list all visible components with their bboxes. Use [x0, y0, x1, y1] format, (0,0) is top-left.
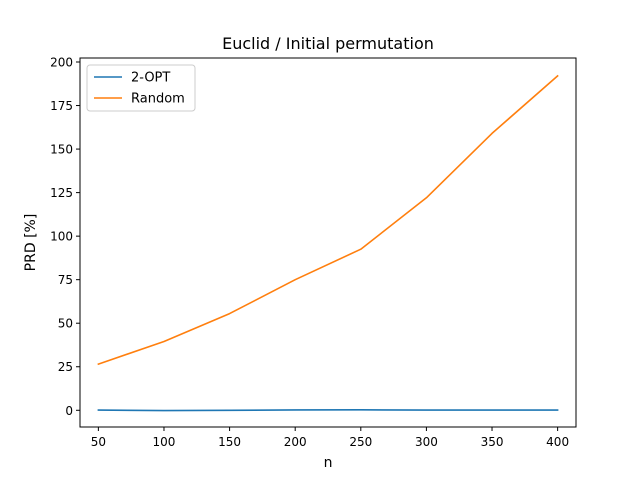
data-point — [557, 409, 559, 411]
y-tick-label: 50 — [58, 317, 73, 331]
data-point — [163, 410, 165, 412]
y-tick-label: 100 — [50, 230, 73, 244]
x-tick-label: 100 — [153, 435, 176, 449]
legend-label-0: 2-OPT — [131, 71, 170, 86]
data-point — [426, 197, 428, 199]
x-tick-label: 200 — [284, 435, 307, 449]
data-point — [557, 75, 559, 77]
data-point — [229, 409, 231, 411]
y-tick-label: 0 — [65, 404, 73, 418]
y-tick-label: 175 — [50, 99, 73, 113]
y-tick-label: 125 — [50, 186, 73, 200]
x-axis-ticks: 50 100 150 200 250 300 350 400 — [91, 427, 569, 449]
data-point — [491, 409, 493, 411]
x-axis-label: n — [324, 455, 333, 471]
y-tick-label: 25 — [58, 360, 73, 374]
x-tick-label: 300 — [415, 435, 438, 449]
y-axis-label: PRD [%] — [23, 214, 39, 272]
series-line-1 — [97, 74, 559, 366]
x-tick-label: 350 — [481, 435, 504, 449]
data-point — [98, 363, 100, 365]
data-point — [294, 279, 296, 281]
y-axis-ticks: 0 25 50 75 100 125 150 175 200 — [50, 56, 80, 418]
legend: 2-OPT Random — [86, 64, 196, 112]
y-tick-label: 150 — [50, 143, 73, 157]
y-tick-label: 200 — [50, 56, 73, 70]
data-point — [229, 313, 231, 315]
data-point — [294, 409, 296, 411]
y-tick-label: 75 — [58, 273, 73, 287]
series-line-0 — [97, 408, 559, 412]
x-tick-label: 150 — [218, 435, 241, 449]
plot-area — [97, 74, 559, 412]
x-tick-label: 400 — [546, 435, 569, 449]
data-point — [426, 409, 428, 411]
chart-title: Euclid / Initial permutation — [222, 34, 434, 53]
data-point — [360, 248, 362, 250]
legend-label-1: Random — [131, 92, 185, 107]
data-point — [98, 409, 100, 411]
x-tick-label: 50 — [91, 435, 106, 449]
data-point — [360, 409, 362, 411]
data-point — [163, 341, 165, 343]
plot-frame — [79, 57, 577, 428]
x-tick-label: 250 — [349, 435, 372, 449]
data-point — [491, 133, 493, 135]
